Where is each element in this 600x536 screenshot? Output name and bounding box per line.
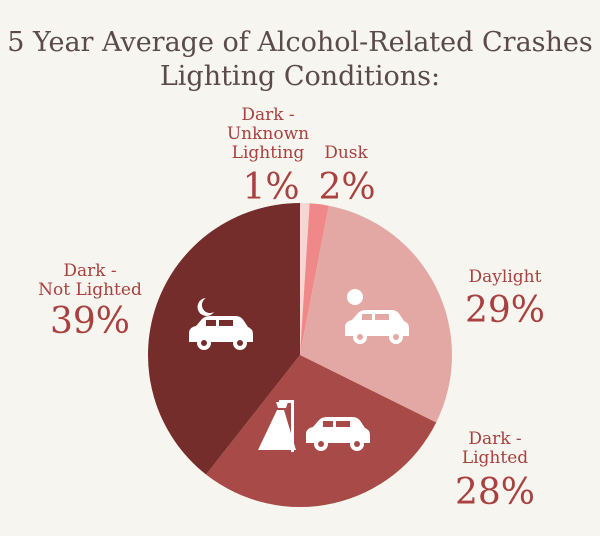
- label-dark-not-lighted-line1: Dark -: [63, 261, 117, 281]
- label-dark-lighted-line2: Lighted: [461, 448, 529, 468]
- label-dark-not-lighted: Dark - Not Lighted: [25, 262, 155, 300]
- chart-title-line2: Lighting Conditions:: [159, 61, 441, 92]
- value-daylight: 29%: [464, 290, 545, 331]
- pie-slice-dark-unknown-lighting: [300, 203, 310, 355]
- label-dark-lighted-line1: Dark -: [468, 429, 522, 449]
- label-dark-unknown-line2: Unknown: [226, 124, 310, 144]
- label-dark-not-lighted-line2: Not Lighted: [38, 280, 142, 300]
- pie-slice-dusk: [300, 203, 329, 355]
- label-dark-unknown-line1: Dark -: [241, 105, 295, 125]
- label-dark-unknown: Dark - Unknown Lighting: [218, 106, 318, 163]
- streetlight-car-icon: [258, 400, 370, 452]
- sun-car-icon: [345, 289, 409, 344]
- label-dusk: Dusk: [324, 143, 368, 163]
- value-dark-unknown: 1%: [242, 167, 300, 208]
- moon-car-icon: [189, 298, 253, 350]
- label-daylight: Daylight: [468, 267, 542, 287]
- label-dark-unknown-line3: Lighting: [231, 143, 305, 163]
- value-dark-lighted: 28%: [454, 472, 535, 513]
- label-dark-lighted: Dark - Lighted: [445, 430, 545, 468]
- chart-title-line1: 5 Year Average of Alcohol-Related Crashe…: [7, 27, 593, 58]
- value-dusk: 2%: [318, 167, 376, 208]
- value-dark-not-lighted: 39%: [49, 301, 130, 342]
